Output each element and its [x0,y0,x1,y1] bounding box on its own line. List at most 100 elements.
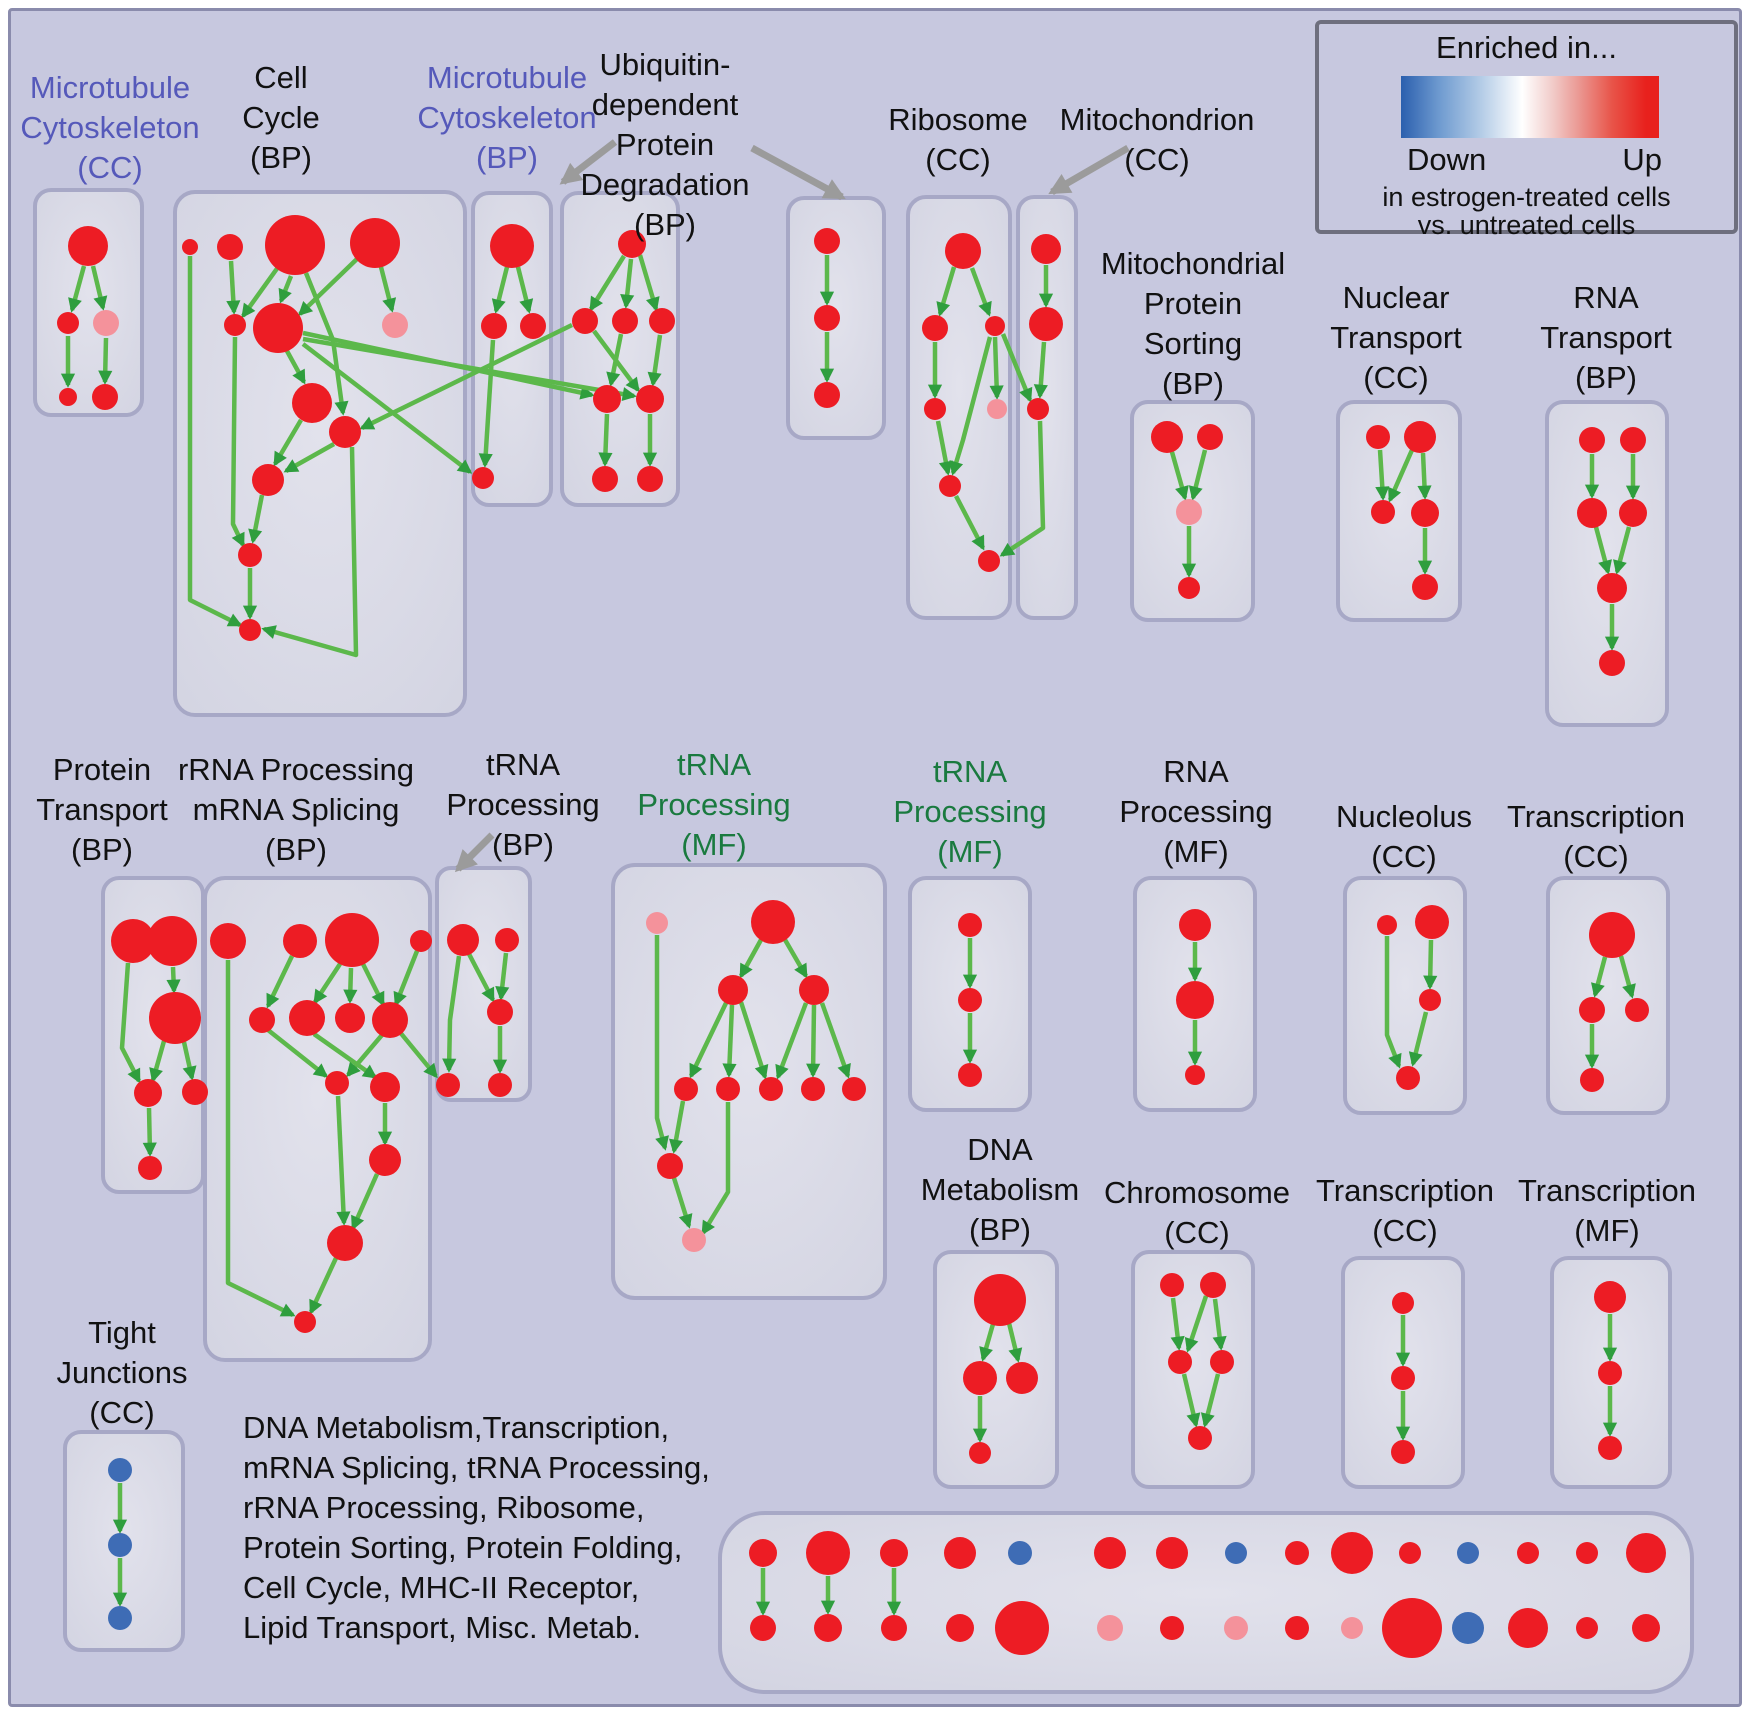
gene-node-red [814,228,840,254]
edge-arrow [181,1041,197,1081]
gene-node-red [1179,909,1211,941]
gene-node-red [1508,1608,1548,1648]
gene-node-red [495,928,519,952]
edge-arrow [979,1323,996,1362]
gene-node-red [995,1601,1049,1655]
gene-node-red [801,1077,825,1101]
gene-node-red [637,466,663,492]
edge-arrow [393,950,420,1007]
legend-up-label: Up [1622,142,1662,177]
edge-arrow [989,336,1004,400]
edge-arrow [187,256,243,628]
gene-node-red [716,1077,740,1101]
gene-node-red [974,1274,1026,1326]
gene-node-blue [1452,1612,1484,1644]
gene-node-red [436,1073,460,1097]
group-box-nuclear-transport [1336,400,1462,622]
gene-node-red [335,1003,365,1033]
gene-node-red [1576,1617,1598,1639]
edge-arrow [1184,1295,1209,1353]
gene-node-red [182,1079,208,1105]
gene-node-red [958,1063,982,1087]
edge-arrow [1169,451,1189,501]
edge-arrow [248,494,265,544]
label-pointer-arrow [559,139,618,185]
gene-node-red [1589,912,1635,958]
edge-arrow [1212,1298,1227,1351]
edge-arrow [592,329,640,393]
gene-node-red [881,1615,907,1641]
gene-node-red [327,1225,363,1261]
edge-arrow [949,336,993,476]
gene-node-red [593,385,621,413]
gene-node-red [649,308,675,334]
edge-arrow [230,336,246,548]
edge-arrow [343,967,358,1004]
gene-node-red [238,543,262,567]
group-box-misc-bottom [718,1511,1694,1694]
gene-node-red [447,924,479,956]
edge-arrow [397,1029,438,1079]
edge-arrow [1613,526,1632,575]
gene-node-red [1415,905,1449,939]
gene-node-red [1597,573,1627,603]
edge-arrow [1423,939,1438,990]
edge-arrow [1417,452,1432,500]
gene-node-red [657,1153,683,1179]
gene-node-red [944,1537,976,1569]
edge-arrow [1000,333,1033,403]
edge-arrow [278,275,294,304]
edge-arrow [350,1173,380,1231]
edge-arrow [225,960,296,1318]
gene-node-red [612,308,638,334]
gene-node-red [1404,421,1436,453]
gene-node-red [325,1071,349,1095]
edge-arrow [302,336,637,402]
gene-node-red [1579,997,1605,1023]
edge-arrow [313,962,342,1005]
gene-node-red [487,999,513,1025]
gene-node-red [68,226,108,266]
gene-node-red [945,233,981,269]
gene-node-red [939,475,961,497]
gene-node-red [922,315,948,341]
edge-arrow [669,1100,686,1154]
edge-arrow [360,962,386,1007]
gene-node-pink [987,399,1007,419]
gene-node-red [1625,998,1649,1022]
gene-node-red [249,1007,275,1033]
edge-arrow [654,935,669,1151]
edge-arrow [478,339,496,468]
gene-node-red [1160,1616,1184,1640]
edge-arrow [166,966,181,994]
edge-arrow [226,260,241,315]
gene-node-red [1371,500,1395,524]
gene-node-red [814,305,840,331]
edge-arrow [285,349,306,385]
label-pointer-arrow [1048,144,1130,196]
edge-arrow [515,266,534,314]
gene-node-blue [1225,1542,1247,1564]
edge-arrow [68,265,87,313]
gene-node-red [636,385,664,413]
gene-node-red [1029,307,1063,341]
legend-down-label: Down [1407,142,1487,177]
edge-arrow [149,1040,167,1083]
gene-node-pink [682,1228,706,1252]
edge-arrow [701,1102,731,1236]
gene-node-pink [93,310,119,336]
edge-arrow [495,952,510,1001]
gene-node-red [210,923,246,959]
gene-node-blue [1008,1541,1032,1565]
edge-arrow [98,337,113,385]
gene-node-red [814,1614,842,1642]
gene-node-red [149,992,201,1044]
gene-node-pink [1341,1617,1363,1639]
gene-node-red [1176,981,1214,1019]
gene-node-red [111,919,155,963]
edge-arrow [1200,1373,1221,1428]
gene-node-red [1579,427,1605,453]
gene-node-red [253,303,303,353]
gene-node-red [370,1072,400,1102]
gene-node-red [1200,1272,1226,1298]
